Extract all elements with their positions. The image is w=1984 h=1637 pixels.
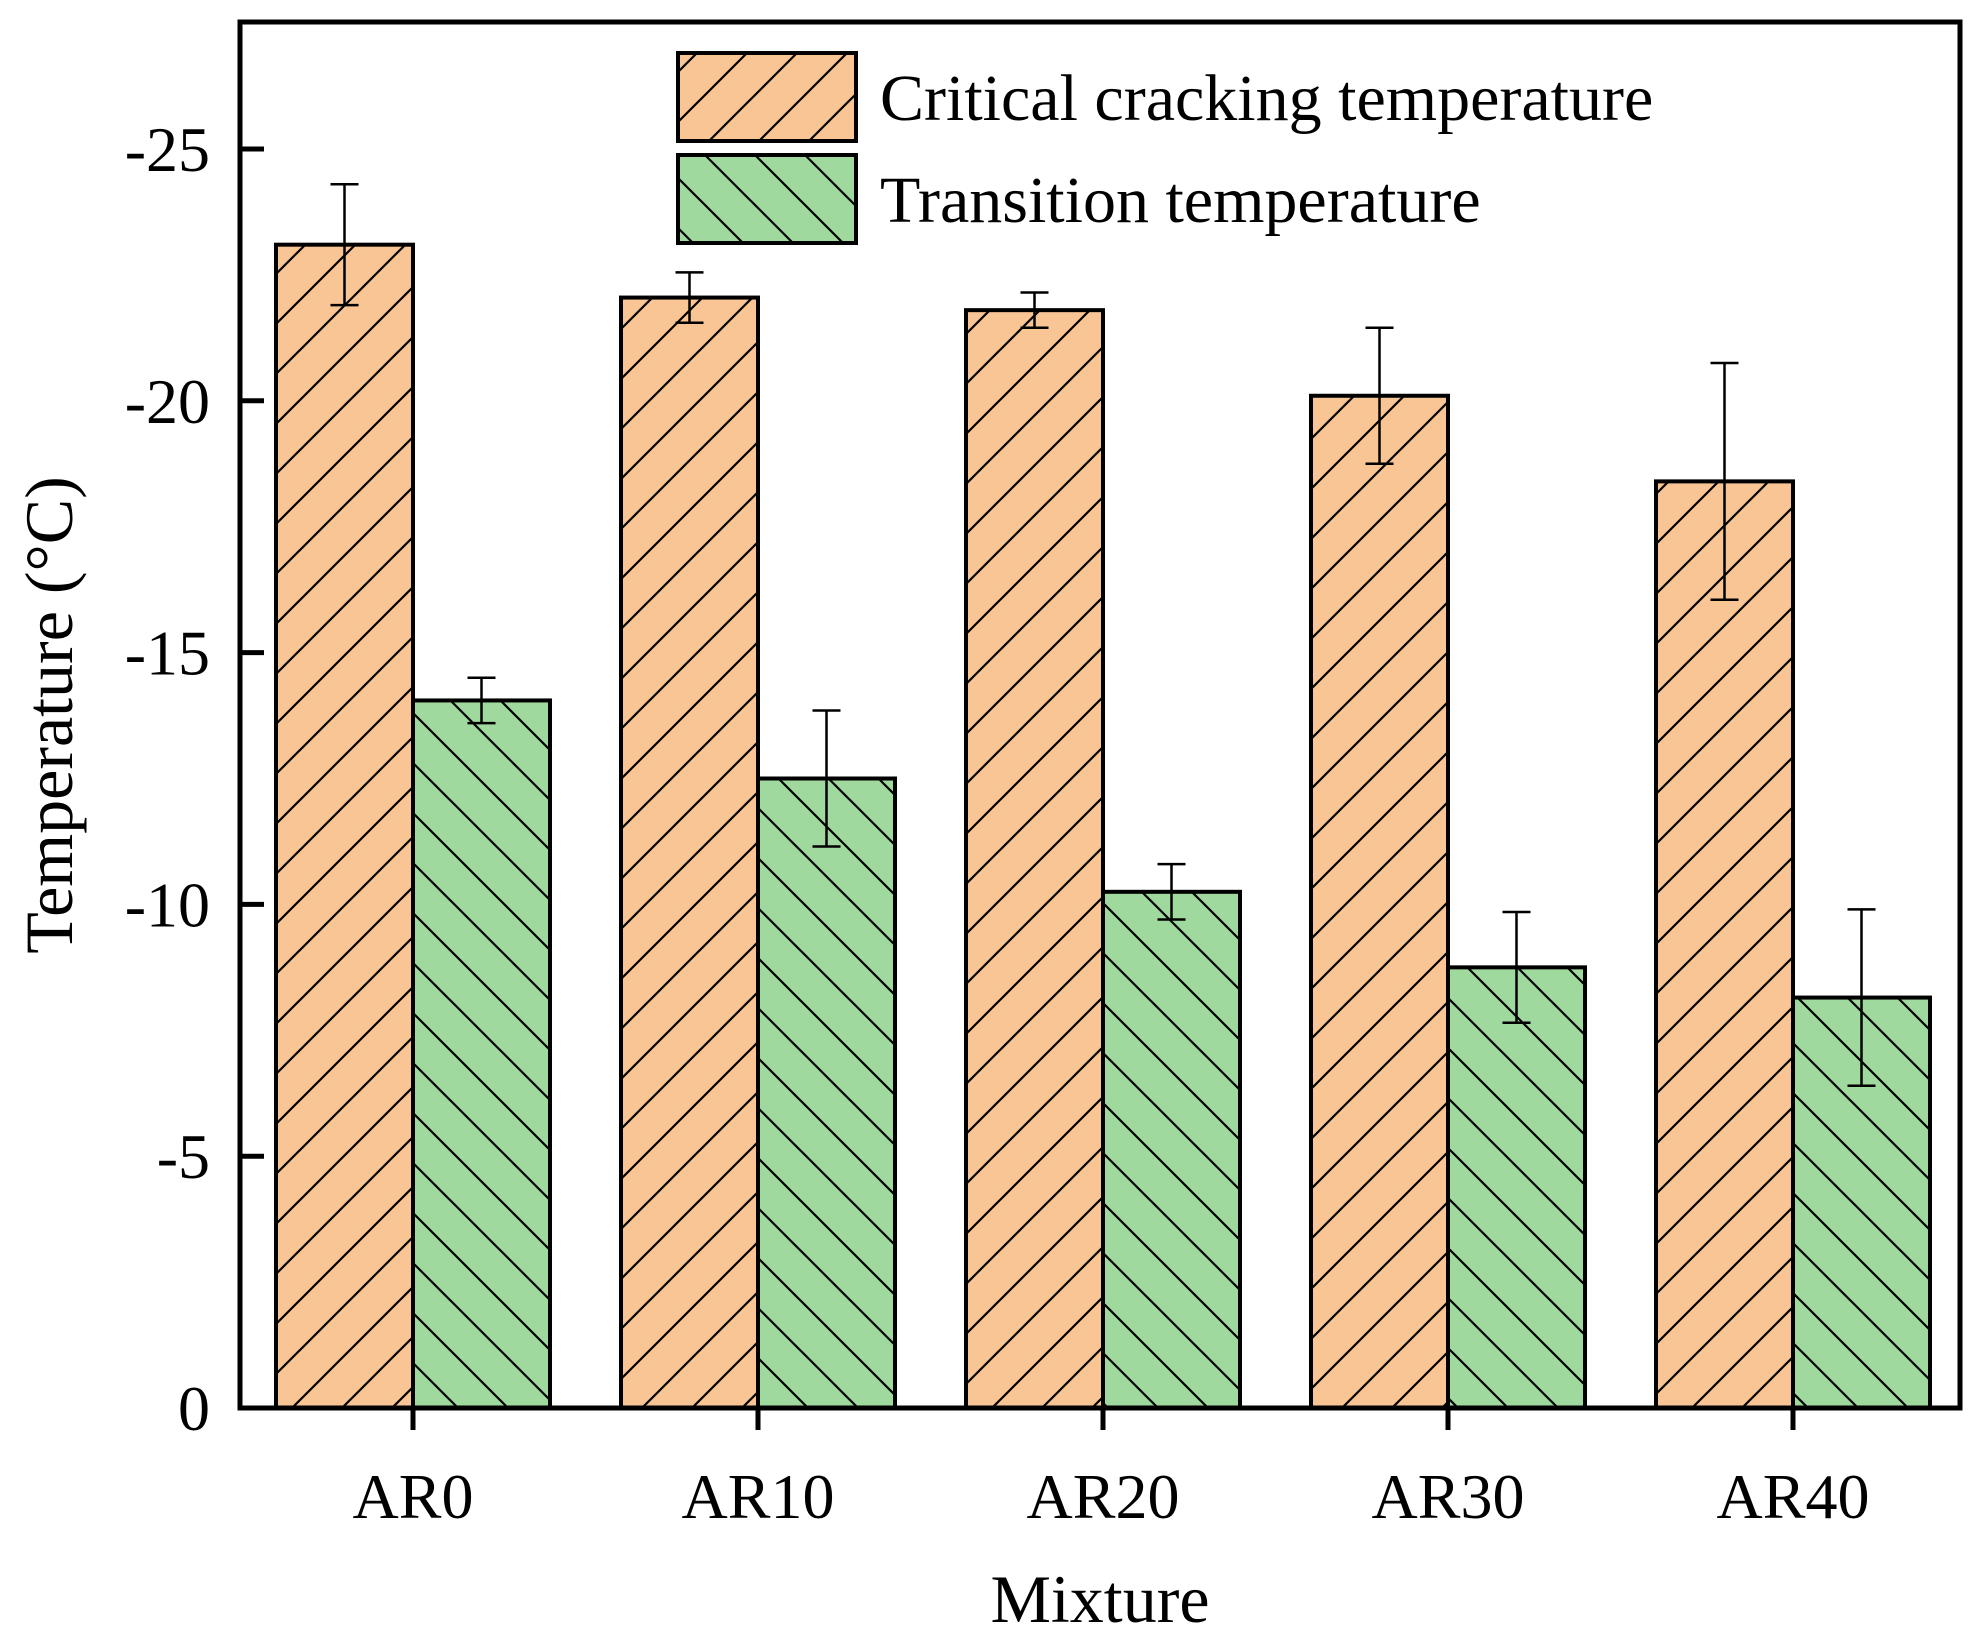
y-axis: 0 -5 -10 -15 -20 -25 [125,114,264,1444]
bar-critical-cracking [964,308,1105,1411]
legend-swatch-critical-cracking [676,51,858,143]
plot-area-frame [237,19,1963,1411]
y-tick-label: 0 [178,1373,210,1444]
x-tick-label: AR0 [353,1461,474,1532]
y-tick-label: -5 [157,1121,210,1192]
x-tick-label: AR40 [1717,1461,1870,1532]
legend-label-transition: Transition temperature [880,164,1481,237]
y-tick-label: -25 [125,114,210,185]
x-axis-title: Mixture [990,1561,1209,1637]
y-tick-label: -10 [125,869,210,940]
legend-swatch-transition [676,153,858,245]
x-tick-label: AR10 [682,1461,835,1532]
bar-transition [756,776,897,1410]
bar-transition [1101,889,1242,1410]
x-tick-label: AR20 [1027,1461,1180,1532]
legend-label-critical-cracking: Critical cracking temperature [880,62,1653,135]
bars [274,242,1932,1411]
bar-transition [1446,965,1587,1410]
legend: Critical cracking temperature Transition… [676,51,1653,245]
bar-critical-cracking [274,242,415,1411]
bar-transition [411,698,552,1410]
bar-critical-cracking [1654,479,1795,1411]
y-tick-label: -20 [125,366,210,437]
bar-critical-cracking [1309,393,1450,1411]
y-axis-title: Temperature (°C) [11,476,87,953]
bar-critical-cracking [619,295,760,1410]
x-axis: AR0 AR10 AR20 AR30 AR40 [353,1408,1870,1532]
x-tick-label: AR30 [1372,1461,1525,1532]
error-bars [330,183,1876,1087]
y-tick-label: -15 [125,618,210,689]
